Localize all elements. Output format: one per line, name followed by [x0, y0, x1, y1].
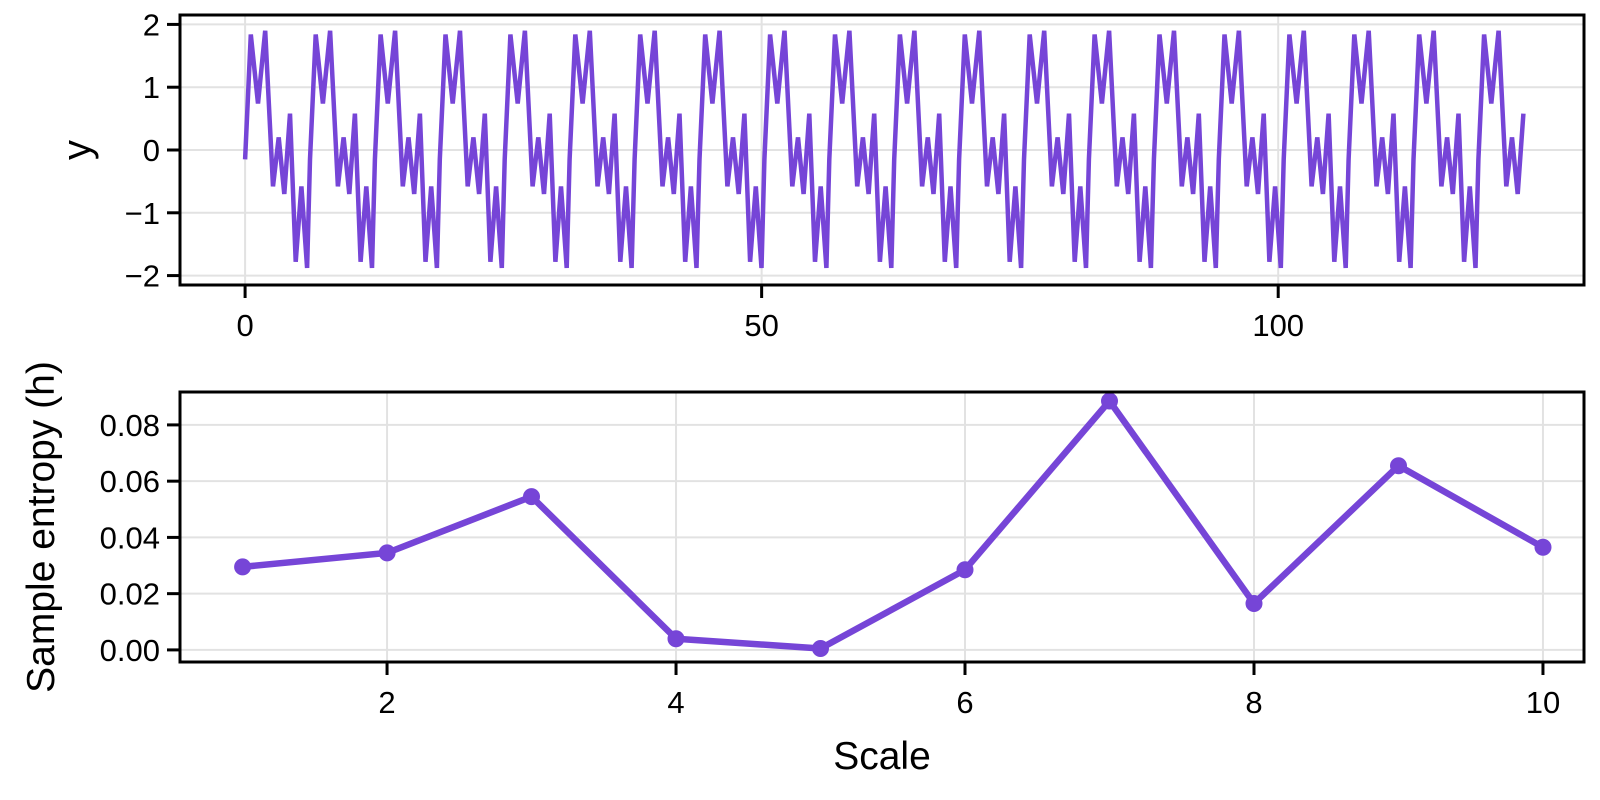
series-line	[242, 30, 1526, 269]
y-tick-label: 1	[143, 70, 160, 105]
y-tick-label: 0.00	[100, 633, 160, 668]
x-tick-label: 50	[744, 308, 778, 343]
x-tick-label: 10	[1526, 685, 1560, 720]
data-point-marker	[1534, 538, 1552, 556]
y-tick-label: 2	[143, 7, 160, 42]
chart-0: 0 50 100 2 1 0 −1 −2	[125, 7, 1586, 343]
y-tick-label: 0.04	[100, 520, 160, 555]
data-point-marker	[378, 544, 396, 562]
chart-1: 2 4 6 8 10 0.00 0.02 0.04 0.06 0.08	[100, 390, 1586, 720]
y-tick-label: 0	[143, 133, 160, 168]
x-tick-label: 0	[236, 308, 253, 343]
y-tick-label: 0.06	[100, 464, 160, 499]
series-line	[239, 397, 1547, 652]
data-point-marker	[1245, 595, 1263, 612]
data-point-marker	[1390, 457, 1407, 475]
top-y-axis-label: y	[55, 140, 99, 160]
x-tick-label: 100	[1252, 308, 1304, 343]
data-point-marker	[667, 630, 685, 648]
y-tick-label: −1	[125, 196, 160, 231]
data-point-marker	[812, 640, 829, 657]
bottom-y-axis-label: Sample entropy (h)	[20, 361, 63, 693]
data-point-marker	[234, 558, 252, 576]
bottom-x-axis-label: Scale	[833, 735, 931, 778]
x-tick-label: 2	[378, 685, 395, 720]
y-tick-label: 0.08	[100, 408, 160, 443]
plot-border	[178, 13, 1586, 287]
y-tick-label: 0.02	[100, 577, 160, 612]
data-point-marker	[523, 488, 540, 506]
data-point-marker	[1101, 392, 1118, 410]
data-point-marker	[956, 561, 974, 579]
x-tick-label: 6	[956, 685, 973, 720]
x-tick-label: 4	[667, 685, 684, 720]
y-tick-label: −2	[125, 259, 160, 294]
plot-border	[178, 390, 1586, 664]
x-tick-label: 8	[1245, 685, 1262, 720]
